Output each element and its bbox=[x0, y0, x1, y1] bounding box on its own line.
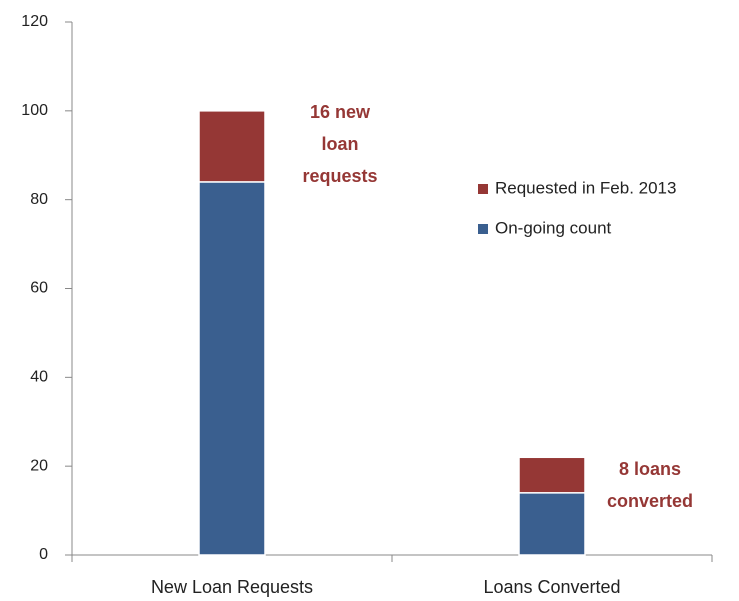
y-tick-label: 40 bbox=[30, 369, 48, 386]
bar-segment bbox=[518, 492, 586, 556]
legend-label: Requested in Feb. 2013 bbox=[495, 178, 676, 197]
x-tick-label: New Loan Requests bbox=[151, 577, 313, 597]
y-tick-label: 80 bbox=[30, 191, 48, 208]
annotation: 8 loans bbox=[619, 459, 681, 479]
y-tick-label: 60 bbox=[30, 280, 48, 297]
x-tick-label: Loans Converted bbox=[483, 577, 620, 597]
legend-swatch bbox=[478, 184, 488, 194]
y-tick-label: 120 bbox=[21, 13, 48, 30]
annotation: converted bbox=[607, 491, 693, 511]
y-tick-label: 20 bbox=[30, 457, 48, 474]
legend-swatch bbox=[478, 224, 488, 234]
annotation: 16 new bbox=[310, 102, 371, 122]
annotation: requests bbox=[302, 166, 377, 186]
y-tick-label: 0 bbox=[39, 546, 48, 563]
bar-segment bbox=[518, 456, 586, 494]
bar-segment bbox=[198, 110, 266, 183]
y-tick-label: 100 bbox=[21, 102, 48, 119]
bar-segment bbox=[198, 181, 266, 556]
annotation: loan bbox=[321, 134, 358, 154]
legend-label: On-going count bbox=[495, 218, 612, 237]
